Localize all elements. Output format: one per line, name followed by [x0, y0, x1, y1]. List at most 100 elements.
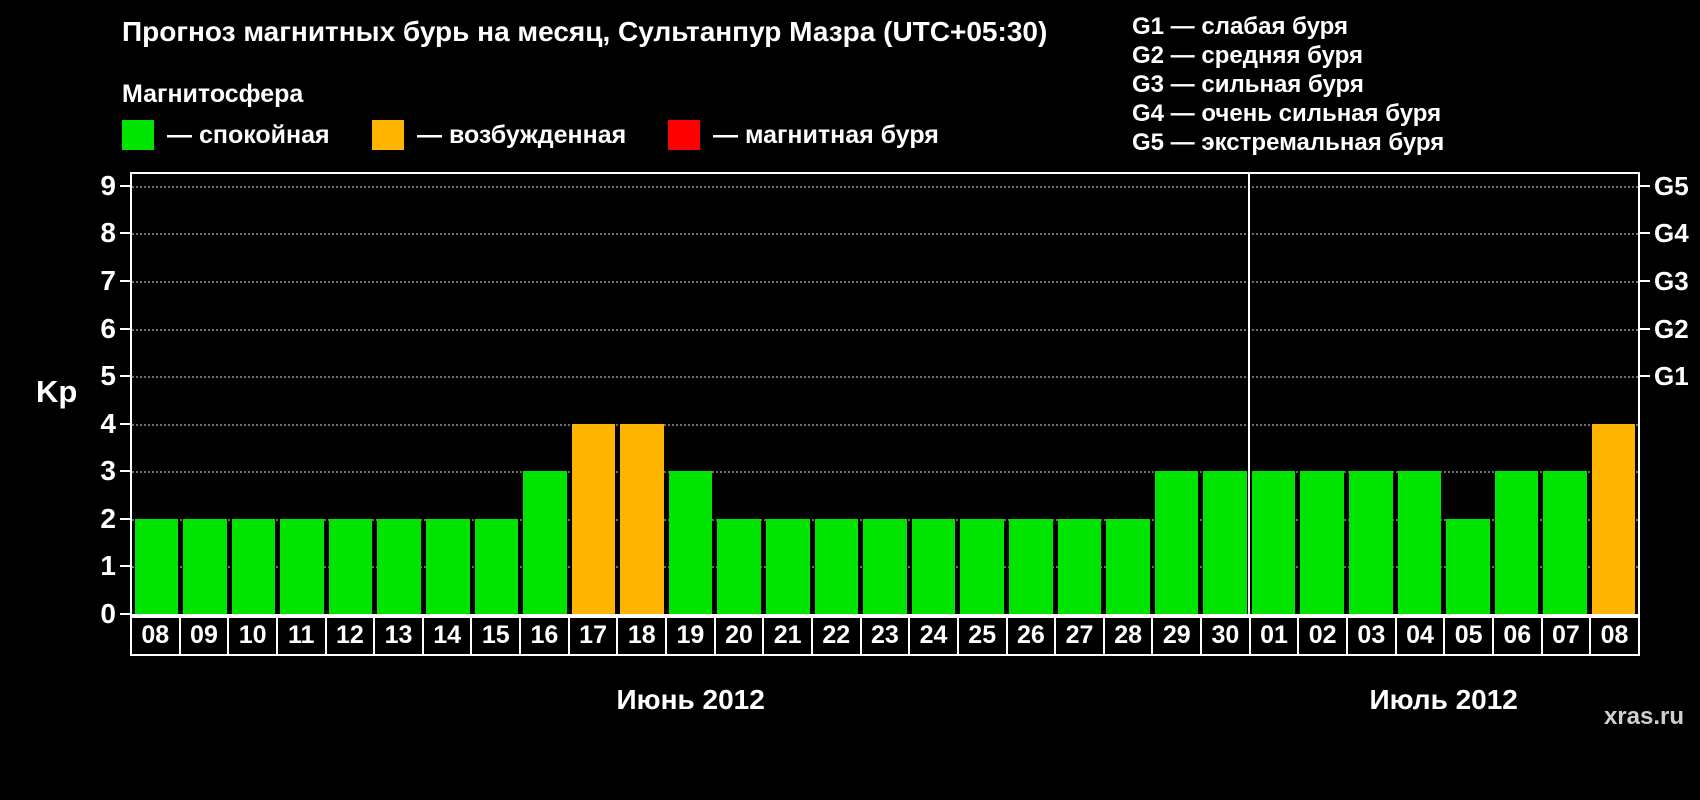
- g-axis-tick-mark: [1640, 232, 1650, 235]
- kp-bar-day-27: [1057, 518, 1102, 614]
- y-axis-tick-mark: [120, 613, 130, 615]
- day-label-cell-5: 13: [375, 616, 424, 656]
- gridline-kp-9: [132, 185, 1638, 188]
- day-label-cell-25: 03: [1348, 616, 1397, 656]
- g-axis-tick-mark: [1640, 327, 1650, 330]
- kp-bar-day-24: [911, 518, 956, 614]
- legend-item-storm: — магнитная буря: [668, 120, 939, 150]
- kp-bar-day-23: [863, 518, 907, 614]
- y-axis-tick-mark: [120, 280, 130, 283]
- kp-bar-day-12: [328, 518, 373, 614]
- y-axis-title: Kp: [36, 374, 78, 409]
- y-axis-tick-label-4: 4: [100, 407, 116, 439]
- day-label-cell-19: 27: [1056, 616, 1105, 656]
- day-label-cell-11: 19: [667, 616, 716, 656]
- kp-bar-day-18: [620, 423, 664, 614]
- g-axis-tick-label-G2: G2: [1654, 313, 1689, 344]
- quiet-color-swatch-icon: [122, 120, 154, 150]
- y-axis-tick-label-1: 1: [100, 550, 116, 582]
- y-axis-tick-mark: [120, 232, 130, 235]
- y-axis-tick-label-3: 3: [100, 455, 116, 487]
- kp-bar-day-14: [425, 518, 470, 614]
- g-scale-line-g1: G1 — слабая буря: [1132, 13, 1349, 40]
- y-axis-tick-mark: [120, 422, 130, 425]
- kp-bar-day-09: [183, 518, 227, 614]
- g-scale-line-g2: G2 — средняя буря: [1132, 42, 1363, 69]
- y-axis-tick-mark: [120, 375, 130, 378]
- kp-bar-day-20: [717, 518, 762, 614]
- kp-bar-day-17: [571, 423, 616, 614]
- y-axis-tick-label-9: 9: [100, 169, 116, 201]
- day-label-cell-7: 15: [472, 616, 522, 656]
- kp-bar-day-29: [1154, 471, 1199, 614]
- kp-bar-day-30: [1203, 471, 1247, 614]
- kp-bar-day-21: [766, 518, 810, 614]
- y-axis-tick-label-6: 6: [100, 312, 116, 344]
- g-axis-tick-label-G1: G1: [1654, 361, 1689, 392]
- day-label-cell-21: 29: [1153, 616, 1203, 656]
- gridline-kp-8: [132, 233, 1638, 236]
- kp-bar-day-04: [1397, 471, 1442, 614]
- kp-bar-day-01: [1251, 471, 1296, 614]
- active-color-swatch-icon: [372, 120, 404, 150]
- day-label-cell-30: 08: [1591, 616, 1640, 656]
- gridline-kp-7: [132, 281, 1638, 284]
- day-label-cell-16: 24: [910, 616, 959, 656]
- day-label-cell-20: 28: [1104, 616, 1154, 656]
- watermark: xras.ru: [1603, 703, 1684, 730]
- day-label-cell-17: 25: [958, 616, 1008, 656]
- day-label-cell-4: 12: [326, 616, 376, 656]
- kp-bar-day-06: [1494, 471, 1539, 614]
- day-label-cell-28: 06: [1493, 616, 1543, 656]
- month-label-0: Июнь 2012: [616, 684, 765, 715]
- day-label-cell-26: 04: [1396, 616, 1446, 656]
- chart-title: Прогноз магнитных бурь на месяц, Сультан…: [122, 16, 1048, 47]
- y-axis-tick-mark: [120, 517, 130, 520]
- storm-color-swatch-icon: [668, 120, 700, 150]
- day-label-cell-9: 17: [569, 616, 619, 656]
- g-scale-line-g5: G5 — экстремальная буря: [1132, 129, 1445, 156]
- gridline-kp-3: [132, 471, 1638, 474]
- kp-bar-day-28: [1106, 518, 1150, 614]
- y-axis-tick-mark: [120, 470, 130, 473]
- y-axis-tick-mark: [120, 184, 130, 187]
- kp-bar-day-07: [1543, 471, 1587, 614]
- gridline-kp-5: [132, 376, 1638, 379]
- magnetosphere-legend-title: Магнитосфера: [122, 80, 304, 108]
- day-axis: 08 09 10 11 12 13 14 15 16 17 18 19 20 21 22 23 24 25 26 27…: [130, 616, 1640, 656]
- day-label-cell-27: 05: [1445, 616, 1494, 656]
- day-label-cell-8: 16: [521, 616, 570, 656]
- kp-bar-day-10: [231, 518, 276, 614]
- month-label-1: Июль 2012: [1369, 684, 1518, 715]
- day-label-cell-2: 10: [229, 616, 278, 656]
- legend-item-quiet: — спокойная: [122, 120, 330, 150]
- y-axis-tick-label-7: 7: [100, 265, 116, 297]
- month-separator-line: [1248, 174, 1251, 614]
- gridline-kp-6: [132, 328, 1638, 331]
- kp-bar-day-15: [474, 518, 519, 614]
- legend-label-storm: — магнитная буря: [713, 120, 939, 149]
- kp-bar-day-16: [523, 471, 567, 614]
- day-label-cell-23: 01: [1250, 616, 1300, 656]
- kp-bar-day-25: [960, 518, 1004, 614]
- g-axis-tick-label-G3: G3: [1654, 266, 1689, 297]
- g-axis-tick-mark: [1640, 375, 1650, 378]
- g-scale-line-g3: G3 — сильная буря: [1132, 71, 1364, 98]
- kp-bar-day-02: [1300, 471, 1344, 614]
- day-label-cell-24: 02: [1299, 616, 1349, 656]
- day-label-cell-13: 21: [764, 616, 813, 656]
- kp-bar-day-19: [668, 471, 713, 614]
- kp-bar-day-22: [814, 518, 859, 614]
- day-label-cell-12: 20: [715, 616, 765, 656]
- day-label-cell-3: 11: [277, 616, 327, 656]
- y-axis-tick-label-0: 0: [100, 598, 116, 629]
- day-label-cell-29: 07: [1542, 616, 1592, 656]
- gridline-kp-4: [132, 423, 1638, 426]
- g-axis-tick-mark: [1640, 280, 1650, 283]
- day-label-cell-1: 09: [180, 616, 230, 656]
- y-axis-tick-label-2: 2: [100, 502, 116, 534]
- day-label-cell-22: 30: [1202, 616, 1251, 656]
- day-label-cell-14: 22: [812, 616, 862, 656]
- day-label-cell-10: 18: [618, 616, 668, 656]
